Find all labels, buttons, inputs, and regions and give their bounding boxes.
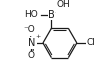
Text: N: N bbox=[28, 38, 36, 48]
Text: OH: OH bbox=[57, 0, 71, 9]
Text: HO: HO bbox=[24, 10, 38, 19]
Text: Cl: Cl bbox=[87, 38, 96, 47]
Text: O: O bbox=[28, 51, 35, 60]
Text: +: + bbox=[35, 34, 41, 39]
Text: B: B bbox=[48, 10, 55, 20]
Text: ⁻O: ⁻O bbox=[23, 25, 35, 35]
